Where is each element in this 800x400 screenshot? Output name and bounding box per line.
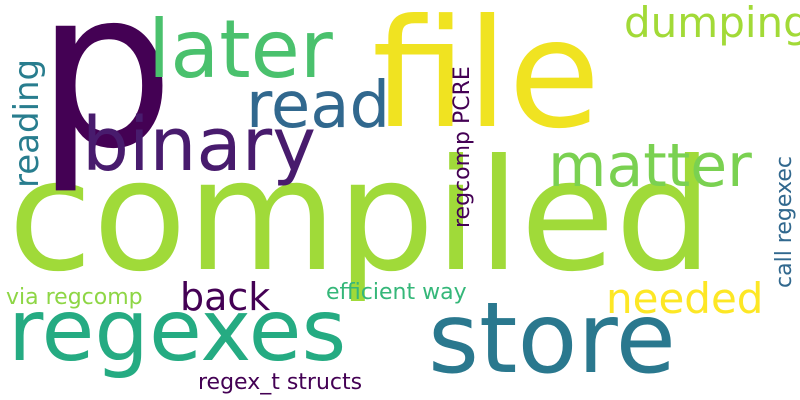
word-store: store (428, 282, 676, 396)
word-dumping: dumping (624, 0, 800, 47)
word-p: p (36, 0, 175, 197)
phrase-regcomp-pcre: regcomp PCRE (450, 66, 475, 228)
word-file: file (372, 0, 601, 162)
word-compiled: compiled (8, 127, 713, 306)
word-regexes: regexes (8, 281, 347, 381)
phrase-efficient-way: efficient way (326, 280, 467, 305)
phrase-via-regcomp: via regcomp (6, 285, 143, 310)
phrase-regex-t-structs: regex_t structs (198, 370, 363, 395)
word-needed: needed (606, 274, 764, 323)
word-read: read (246, 69, 391, 143)
word-binary: binary (82, 102, 316, 188)
word-later: later (148, 3, 333, 96)
word-reading: reading (7, 58, 47, 188)
word-back: back (180, 275, 271, 319)
phrase-call-regexec: call regexec (772, 156, 797, 288)
word-matter: matter (548, 131, 752, 201)
